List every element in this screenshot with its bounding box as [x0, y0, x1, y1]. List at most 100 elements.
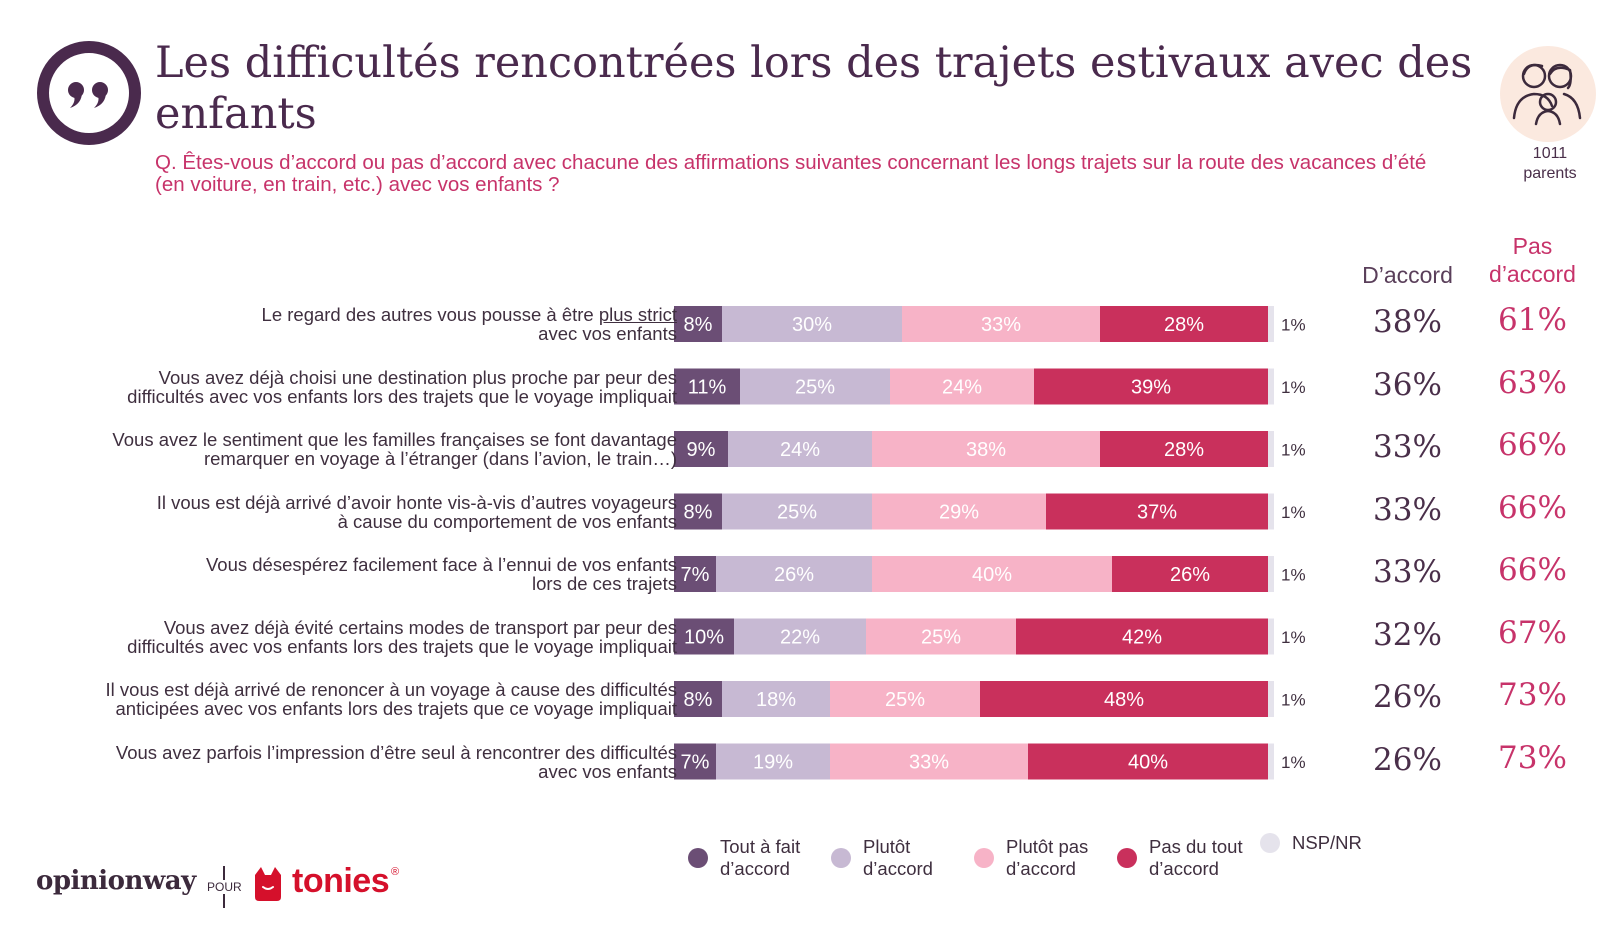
bar-value-label: 1% — [1281, 441, 1306, 460]
row-label: Vous avez le sentiment que les familles … — [30, 430, 677, 468]
row-label: Le regard des autres vous pousse à être … — [30, 305, 677, 343]
bar-segment — [734, 618, 866, 655]
bar-value-label: 28% — [1164, 314, 1204, 336]
bar-segment — [722, 306, 902, 342]
total-disagree-value: 73% — [1498, 677, 1567, 713]
bar-segment — [1100, 431, 1268, 467]
legend-label: Tout à fait d’accord — [720, 836, 801, 879]
column-header-disagree-line2: d’accord — [1489, 261, 1576, 287]
row-label-line: difficultés avec vos enfants lors des tr… — [127, 635, 677, 657]
bar-segment — [872, 493, 1046, 530]
legend-swatch — [831, 848, 851, 868]
row-label: Il vous est déjà arrivé d’avoir honte vi… — [30, 493, 677, 531]
bar-value-label: 25% — [795, 377, 835, 399]
total-disagree-value: 63% — [1498, 364, 1567, 401]
bar-segment — [1034, 368, 1268, 405]
legend-label: Plutôt pas d’accord — [1006, 836, 1089, 879]
legend-swatch — [974, 848, 994, 868]
bar-value-label: 40% — [972, 564, 1012, 586]
bar-segment — [674, 681, 722, 717]
bar-value-label: 22% — [780, 627, 820, 649]
bar-value-label: 9% — [687, 439, 716, 461]
total-disagree-value: 73% — [1498, 739, 1567, 776]
parents-icon — [1500, 46, 1596, 142]
bar-row-1: 8% 30% 33% 28% 1% — [674, 306, 1306, 342]
total-disagree-value: 67% — [1498, 614, 1567, 651]
bar-value-label: 26% — [774, 564, 814, 586]
bar-segment — [728, 431, 872, 467]
bar-row-6: 10% 22% 25% 42% 1% — [674, 618, 1306, 655]
bar-value-label: 19% — [753, 752, 793, 774]
bar-segment — [1046, 493, 1268, 530]
bar-value-label: 25% — [921, 627, 961, 649]
question-subtitle: Q. Êtes-vous d’accord ou pas d’accord av… — [155, 151, 1427, 196]
bar-segment — [1016, 618, 1268, 655]
bar-value-label: 33% — [981, 314, 1021, 336]
row-label: Vous désespérez facilement face à l’ennu… — [30, 555, 677, 593]
bar-value-label: 42% — [1122, 627, 1162, 649]
row-label-line: Vous avez déjà choisi une destination pl… — [158, 366, 677, 388]
bar-segment — [674, 368, 740, 405]
row-label: Vous avez parfois l’impression d’être se… — [30, 743, 677, 781]
bar-value-label: 38% — [966, 439, 1006, 461]
row-label: Vous avez déjà évité certains modes de t… — [30, 618, 677, 656]
bar-segment — [1268, 743, 1274, 780]
column-header-agree: D’accord — [1362, 262, 1453, 288]
legend-item: Pas du tout d’accord — [1117, 836, 1261, 880]
row-label-line: difficultés avec vos enfants lors des tr… — [127, 385, 677, 407]
quote-icon — [37, 41, 141, 145]
column-header-disagree-line1: Pas — [1512, 233, 1553, 259]
bar-value-label: 25% — [885, 689, 925, 711]
bar-segment — [674, 556, 716, 592]
row-label: Vous avez déjà choisi une destination pl… — [30, 368, 677, 406]
sample-label: parents — [1523, 165, 1577, 182]
bar-value-label: 1% — [1281, 566, 1306, 585]
page-title: Les difficultés rencontrées lors des tra… — [155, 38, 1473, 139]
legend-label: Plutôt d’accord — [863, 836, 933, 879]
row-label: Il vous est déjà arrivé de renoncer à un… — [30, 680, 677, 718]
total-disagree-value: 66% — [1498, 427, 1567, 463]
bar-segment — [722, 493, 872, 530]
tonies-icon — [255, 867, 281, 901]
bar-value-label: 8% — [684, 502, 713, 524]
bar-value-label: 40% — [1128, 752, 1168, 774]
bar-segment — [872, 556, 1112, 592]
total-agree-value: 26% — [1373, 741, 1442, 778]
legend-swatch — [688, 848, 708, 868]
bar-segment — [1268, 493, 1274, 530]
bar-value-label: 30% — [792, 314, 832, 336]
legend-item: Plutôt pas d’accord — [974, 836, 1118, 880]
tonies-logo-text: tonies — [292, 862, 390, 900]
row-label-line: avec vos enfants — [538, 760, 677, 782]
legend-label: Pas du tout d’accord — [1149, 836, 1243, 879]
row-label-line: Vous avez le sentiment que les familles … — [112, 429, 677, 450]
total-agree-value: 26% — [1373, 679, 1442, 715]
legend-swatch — [1260, 833, 1280, 853]
registered-mark: ® — [391, 866, 400, 878]
bar-segment — [890, 368, 1034, 405]
bar-segment — [1268, 556, 1274, 592]
bar-value-label: 29% — [939, 502, 979, 524]
bar-value-label: 25% — [777, 502, 817, 524]
total-agree-value: 32% — [1373, 616, 1442, 653]
bar-row-4: 8% 25% 29% 37% 1% — [674, 493, 1306, 530]
bar-segment — [872, 431, 1100, 467]
bar-segment — [1100, 306, 1268, 342]
row-label-line: remarquer en voyage à l’étranger (dans l… — [203, 448, 677, 469]
bar-segment — [716, 556, 872, 592]
bar-segment — [980, 681, 1268, 717]
total-agree-value: 36% — [1373, 366, 1442, 403]
total-agree-value: 33% — [1373, 429, 1442, 465]
column-header-disagree: Pas d’accord — [1470, 232, 1595, 288]
bar-segment — [674, 306, 722, 342]
total-agree-value: 33% — [1373, 491, 1442, 528]
bar-value-label: 8% — [684, 689, 713, 711]
bar-segment — [674, 431, 728, 467]
chart-legend: Tout à fait d’accord Plutôt d’accord Plutôt … — [688, 832, 1418, 884]
bar-segment — [866, 618, 1016, 655]
row-label-line: Vous désespérez facilement face à l’ennu… — [205, 554, 677, 575]
bar-row-8: 7% 19% 33% 40% 1% — [674, 743, 1306, 780]
bar-row-5: 7% 26% 40% 26% 1% — [674, 556, 1306, 592]
bar-value-label: 26% — [1170, 564, 1210, 586]
row-label-line: avec vos enfants — [538, 323, 677, 344]
